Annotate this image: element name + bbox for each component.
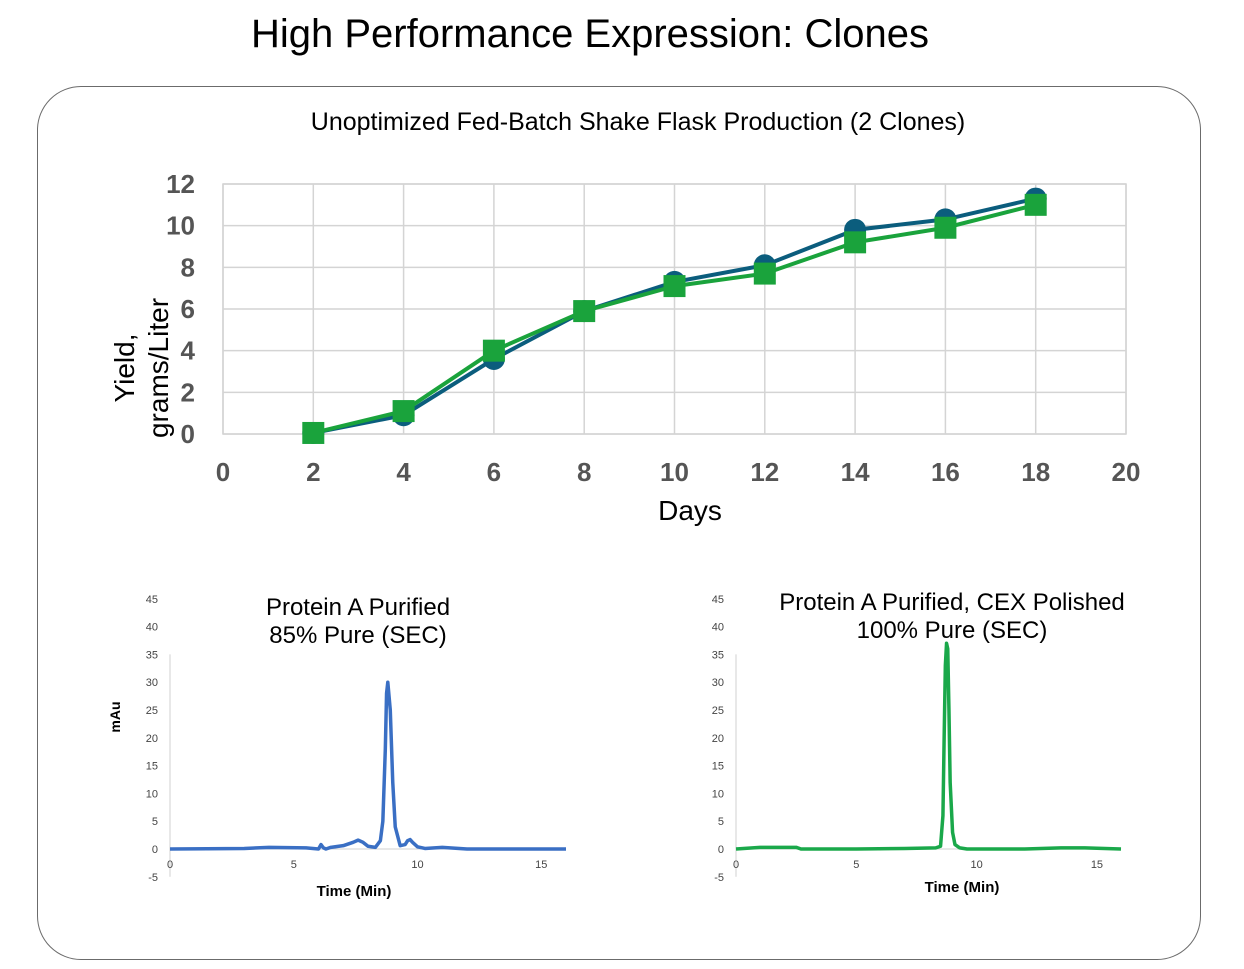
x-tick-label: 10 [660, 457, 689, 487]
s2-x-tick-label: 0 [733, 859, 739, 871]
s1-y-tick-label: 20 [146, 733, 158, 745]
x-tick-label: 16 [931, 457, 960, 487]
series-2-point [392, 400, 415, 423]
chart-panel [37, 86, 1201, 960]
s2-y-tick-label: 15 [712, 761, 724, 773]
x-tick-label: 8 [577, 457, 591, 487]
yield-x-axis-label: Days [658, 495, 722, 526]
series-2-point [753, 262, 776, 285]
sec2-x-axis-label: Time (Min) [925, 879, 1000, 896]
series-2-point [573, 300, 596, 323]
s2-x-tick-label: 10 [971, 859, 983, 871]
s2-y-tick-label: 35 [712, 649, 724, 661]
s1-y-tick-label: 5 [152, 816, 158, 828]
s2-y-tick-label: 25 [712, 705, 724, 717]
s1-y-tick-label: 15 [146, 761, 158, 773]
s1-y-tick-label: 45 [146, 594, 158, 606]
s1-y-tick-label: 30 [146, 677, 158, 689]
s2-y-tick-label: 40 [712, 622, 724, 634]
s1-x-tick-label: 15 [535, 859, 547, 871]
s1-x-tick-label: 5 [291, 859, 297, 871]
s2-y-tick-label: 10 [712, 788, 724, 800]
sec1-x-axis-label: Time (Min) [317, 883, 392, 900]
s1-y-tick-label: 10 [146, 788, 158, 800]
series-2-point [302, 421, 325, 444]
s2-y-tick-label: 20 [712, 733, 724, 745]
s2-title-line-1: Protein A Purified, CEX Polished [779, 589, 1125, 616]
series-2-point [482, 339, 505, 362]
s2-y-tick-label: 30 [712, 677, 724, 689]
s1-y-tick-label: -5 [148, 872, 158, 884]
s1-title-line-1: Protein A Purified [266, 594, 450, 621]
s2-x-tick-label: 15 [1091, 859, 1103, 871]
s1-title-line-2: 85% Pure (SEC) [269, 622, 446, 649]
series-2-point [844, 231, 867, 254]
s2-trace-line [735, 641, 1122, 851]
y-tick-label: 0 [181, 419, 195, 449]
x-tick-label: 14 [841, 457, 870, 487]
s2-y-tick-label: 5 [718, 816, 724, 828]
x-tick-label: 6 [487, 457, 501, 487]
x-tick-label: 20 [1112, 457, 1141, 487]
s2-x-tick-label: 5 [853, 859, 859, 871]
s1-y-tick-label: 40 [146, 622, 158, 634]
s1-y-tick-label: 25 [146, 705, 158, 717]
x-tick-label: 18 [1021, 457, 1050, 487]
y-tick-label: 6 [181, 294, 195, 324]
s2-y-tick-label: 0 [718, 844, 724, 856]
series-2-point [1024, 193, 1047, 216]
s1-y-tick-label: 0 [152, 844, 158, 856]
x-tick-label: 12 [750, 457, 779, 487]
yield-chart-title: Unoptimized Fed-Batch Shake Flask Produc… [311, 108, 965, 136]
s1-y-tick-label: 35 [146, 649, 158, 661]
s1-x-tick-label: 0 [167, 859, 173, 871]
yield-y-axis-label-line1: Yield, [109, 333, 140, 402]
yield-y-axis-label-line2: grams/Liter [143, 298, 174, 438]
s1-trace-line [169, 680, 566, 851]
series-2-point [934, 216, 957, 239]
sec1-y-axis-label: mAu [107, 701, 123, 732]
s2-title-line-2: 100% Pure (SEC) [857, 617, 1048, 644]
y-tick-label: 12 [166, 169, 195, 199]
y-tick-label: 4 [181, 336, 196, 366]
s1-x-tick-label: 10 [411, 859, 423, 871]
series-2-point [663, 275, 686, 298]
s2-y-tick-label: 45 [712, 594, 724, 606]
x-tick-label: 0 [216, 457, 230, 487]
y-tick-label: 10 [166, 211, 195, 241]
s2-y-tick-label: -5 [714, 872, 724, 884]
y-tick-label: 2 [181, 377, 195, 407]
y-tick-label: 8 [181, 252, 195, 282]
x-tick-label: 2 [306, 457, 320, 487]
slide-title: High Performance Expression: Clones [250, 12, 930, 56]
x-tick-label: 4 [396, 457, 411, 487]
